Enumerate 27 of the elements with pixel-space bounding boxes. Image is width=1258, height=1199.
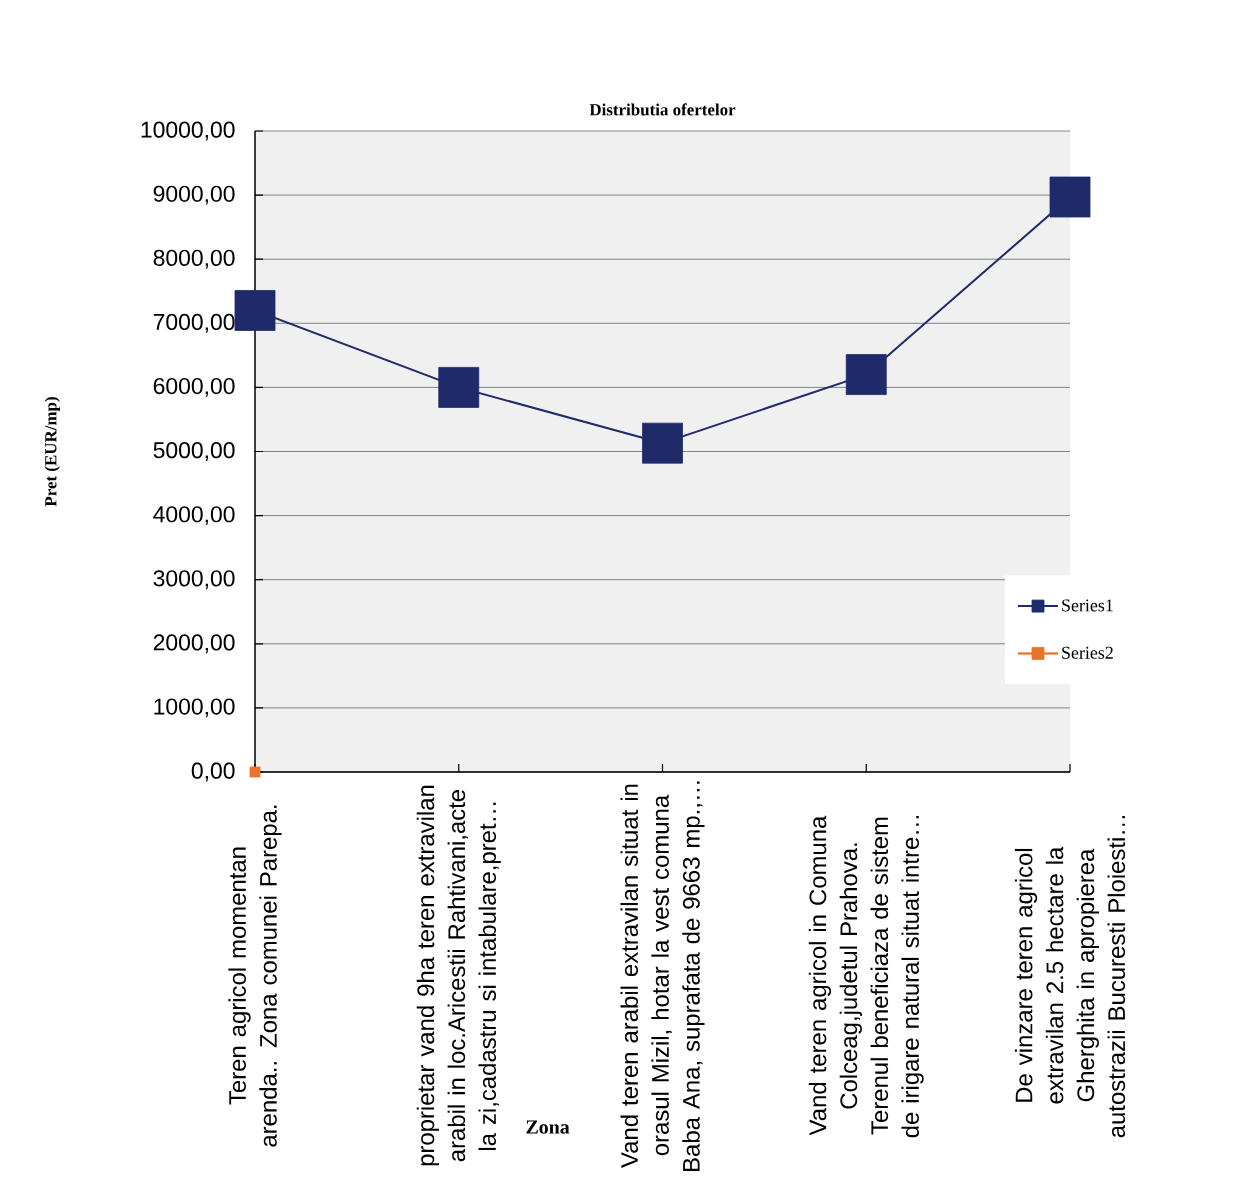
x-axis-title: Zona: [526, 1120, 570, 1134]
legend-label: Series2: [1062, 646, 1113, 659]
y-tick-label: 7000,00: [153, 313, 235, 333]
y-tick-label: 8000,00: [153, 249, 235, 269]
y-tick-label: 4000,00: [153, 506, 235, 526]
y-tick-label: 6000,00: [153, 377, 235, 397]
point: [845, 354, 887, 395]
y-axis-title: Pret (EUR/mp): [44, 397, 60, 507]
point: [642, 422, 683, 464]
y-tick-label: 10000,00: [141, 121, 235, 141]
point: [438, 366, 480, 408]
point: [249, 766, 261, 778]
legend-label: Series1: [1062, 599, 1113, 612]
point: [1049, 176, 1091, 218]
x-tick-label: Vand teren arabil extravilan situat in orasul Mizil, hotar la vest comuna Baba Ana, suprafata de 9663 mp.,…: [620, 781, 705, 1171]
y-tick-label: 2000,00: [153, 634, 235, 654]
x-tick-label: De vinzare teren agricol extravilan 2.5 hectare la Gherghita in apropierea autostrazii Bucuresti Ploiesti…: [1014, 816, 1126, 1138]
y-tick-label: 0,00: [191, 762, 235, 782]
point: [234, 290, 276, 331]
x-tick-label: proprietar vand 9ha teren extravilan arabil in loc.Aricestii Rahtivani,acte la zi,cadastru si intabulare,pret…: [416, 785, 501, 1166]
x-tick-label: Vand teren agricol in Comuna Colceag,judetul Prahova. Terenul beneficiaza de sistem de irigare natural situat intre…: [808, 815, 924, 1138]
x-tick-label: Teren agricol momentan arenda.. Zona comunei Parepa.: [228, 805, 282, 1147]
y-tick-label: 9000,00: [153, 185, 235, 205]
y-tick-label: 3000,00: [153, 570, 235, 590]
chart-title: Distributia ofertelor: [589, 103, 736, 116]
y-tick-label: 5000,00: [153, 442, 235, 461]
y-tick-label: 1000,00: [154, 698, 235, 718]
